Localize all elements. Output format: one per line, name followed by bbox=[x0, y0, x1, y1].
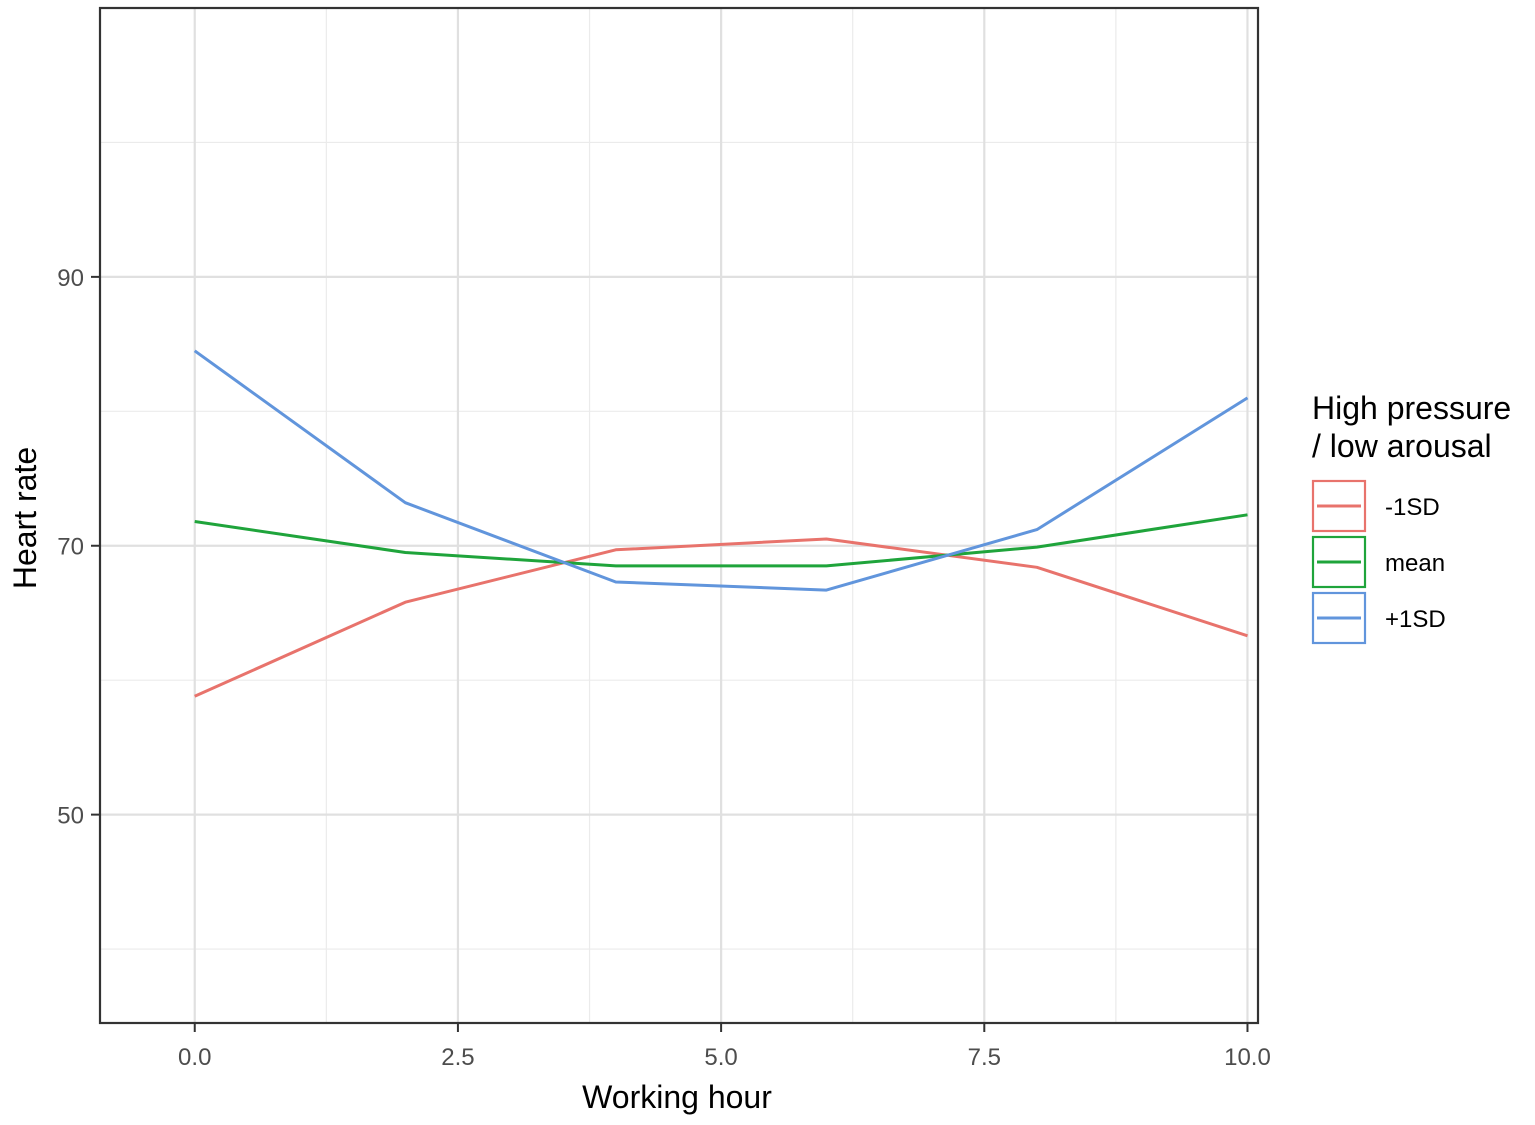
x-tick-label: 2.5 bbox=[441, 1044, 474, 1071]
y-axis-title: Heart rate bbox=[7, 447, 43, 589]
series-line--1SD bbox=[194, 537, 1248, 698]
y-tick-label: 90 bbox=[57, 265, 84, 292]
x-tick-label: 0.0 bbox=[178, 1044, 211, 1071]
legend-item--1SD: -1SD bbox=[1311, 479, 1440, 533]
x-tick-label: 7.5 bbox=[968, 1044, 1001, 1071]
panel-border bbox=[98, 6, 1260, 1025]
legend-item-mean: mean bbox=[1311, 535, 1445, 589]
legend-title-line-1: High pressure bbox=[1312, 390, 1511, 426]
y-tick-label: 70 bbox=[57, 534, 84, 561]
x-axis-title: Working hour bbox=[582, 1079, 772, 1115]
legend: High pressure / low arousal -1SD mean +1SD bbox=[1311, 390, 1511, 645]
legend-item-+1SD: +1SD bbox=[1311, 591, 1446, 645]
y-tick-label: 50 bbox=[57, 803, 84, 830]
series-line-+1SD bbox=[193, 349, 1249, 592]
legend-label: +1SD bbox=[1385, 606, 1446, 633]
grid bbox=[100, 8, 1258, 1023]
axes: 0.0 2.5 5.0 7.5 10.0 50 70 90 bbox=[57, 265, 1271, 1071]
legend-items: -1SD mean +1SD bbox=[1311, 479, 1446, 645]
series-lines bbox=[193, 349, 1249, 698]
x-tick-label: 10.0 bbox=[1224, 1044, 1271, 1071]
legend-label: mean bbox=[1385, 550, 1445, 577]
x-tick-label: 5.0 bbox=[704, 1044, 737, 1071]
series-line-mean bbox=[194, 513, 1248, 568]
legend-label: -1SD bbox=[1385, 494, 1440, 521]
legend-title-line-2: / low arousal bbox=[1312, 428, 1492, 464]
